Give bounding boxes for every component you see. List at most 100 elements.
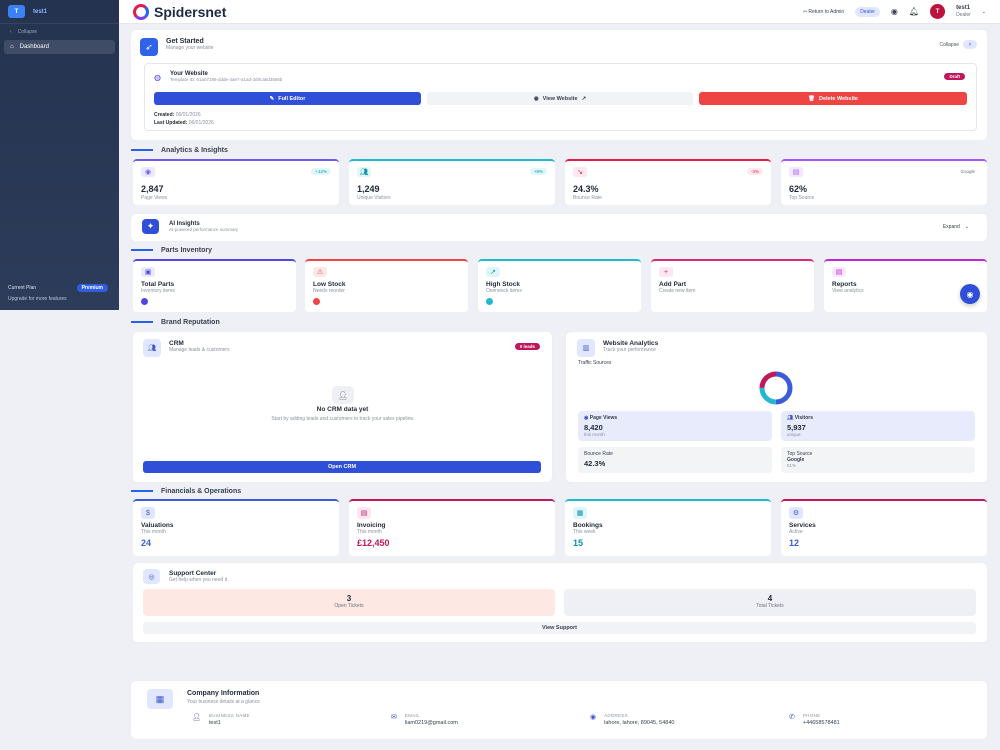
bar-chart-icon: ▥ [577, 339, 595, 357]
plan-badge[interactable]: Premium [76, 284, 108, 292]
status-badge: Draft [944, 73, 965, 80]
stat-card-unique-visitors[interactable]: 👥︎ +8% 1,249 Unique Visitors [349, 159, 555, 205]
visitors-value: 5,937 [787, 423, 806, 432]
fin-card-services[interactable]: ⚙ Services Active 12 [781, 499, 987, 556]
get-started-title: Get Started [166, 38, 204, 45]
part-card-add-part[interactable]: + Add Part Create new item [651, 259, 814, 312]
open-crm-button[interactable]: Open CRM [143, 461, 541, 473]
open-tickets-label: Open Tickets [334, 603, 364, 609]
support-icon: ◎ [143, 569, 160, 584]
leads-badge: 0 leads [514, 343, 540, 350]
user-menu[interactable]: test1 Dealer [956, 5, 971, 18]
floating-chat-button[interactable]: ◉ [960, 284, 980, 304]
ai-insights-title: AI Insights [169, 221, 200, 227]
fin-card-valuations[interactable]: $ Valuations This month 24 [133, 499, 339, 556]
stat-value: 62% [789, 184, 808, 194]
visitors-box[interactable]: 👥︎ Visitors 5,937 unique [781, 411, 975, 441]
sidebar-item-dashboard[interactable]: ⌂ Dashboard [4, 40, 115, 54]
total-tickets-value: 4 [767, 594, 773, 603]
calendar-icon: ▦ [573, 507, 587, 519]
avatar[interactable]: T [930, 4, 946, 19]
company-info-card: ▦ Company Information Your business deta… [131, 681, 987, 739]
website-title: Your Website [170, 71, 208, 77]
status-dot [486, 298, 493, 305]
fin-name: Invoicing [357, 522, 386, 529]
part-card-low-stock[interactable]: ⚠ Low Stock Needs reorder [305, 259, 468, 312]
plan-label: Current Plan [8, 285, 37, 291]
collapse-button[interactable]: Collapse ˄ [940, 40, 977, 49]
sidebar-collapse[interactable]: ‹ Collapse [10, 29, 38, 35]
open-tickets-box[interactable]: 3 Open Tickets [143, 589, 555, 616]
invoice-icon: ▤ [357, 507, 371, 519]
dollar-icon: $ [141, 507, 155, 519]
fin-value: £12,450 [357, 538, 390, 548]
report-icon: ▤ [832, 267, 846, 277]
plus-icon: + [659, 267, 673, 277]
delete-website-button[interactable]: 🗑︎ Delete Website [699, 92, 967, 105]
company-email: ✉ EMAIL liam0219@gmail.com [391, 713, 458, 726]
sparkle-icon: ✦ [142, 219, 159, 234]
sidebar-item-label: Dashboard [19, 44, 49, 50]
gear-icon: ⚙ [789, 507, 803, 519]
fin-name: Services [789, 522, 816, 529]
part-name: High Stock [486, 281, 520, 288]
page-views-box[interactable]: ◉ Page Views 8,420 this month [578, 411, 772, 441]
building-icon: ▦ [147, 689, 173, 709]
return-to-admin-button[interactable]: ⇦ Return to Admin [802, 8, 845, 15]
home-icon: ⌂ [10, 44, 14, 50]
total-tickets-box[interactable]: 4 Total Tickets [564, 589, 976, 616]
chevron-down-icon[interactable]: ⌄ [981, 8, 986, 15]
ai-insights-card[interactable]: ✦ AI Insights AI-powered performance sum… [131, 214, 987, 241]
fin-card-invoicing[interactable]: ▤ Invoicing This month £12,450 [349, 499, 555, 556]
sidebar: T test1 ‹ Collapse ⌂ Dashboard Current P… [0, 0, 119, 310]
top-source-value: Google [787, 457, 805, 463]
ai-insights-subtitle: AI-powered performance summary [169, 227, 239, 232]
upgrade-text[interactable]: Upgrade for more features [8, 296, 67, 302]
view-website-button[interactable]: ◉ View Website ↗ [427, 92, 693, 105]
stat-card-page-views[interactable]: ◉ +12% 2,847 Page Views [133, 159, 339, 205]
globe-icon: ◍ [154, 73, 161, 82]
status-dot [313, 298, 320, 305]
eye-icon[interactable]: ◉ [890, 7, 898, 16]
part-card-total-parts[interactable]: ▣ Total Parts Inventory items [133, 259, 296, 312]
user-plus-icon: 👤︎ [332, 386, 354, 404]
fin-card-bookings[interactable]: ▦ Bookings This week 15 [565, 499, 771, 556]
trash-icon: 🗑︎ [807, 95, 815, 102]
company-subtitle: Your business details at a glance [187, 699, 260, 705]
support-card: ◎ Support Center Get help when you need … [133, 563, 987, 642]
bounce-rate-box[interactable]: Bounce Rate 42.3% [578, 447, 772, 473]
rocket-icon: ➶ [140, 38, 158, 56]
mail-icon: ✉ [391, 714, 397, 721]
total-tickets-label: Total Tickets [756, 603, 784, 609]
support-subtitle: Get help when you need it [169, 577, 228, 583]
stat-label: Bounce Rate [573, 195, 602, 201]
top-source-box[interactable]: Top Source Google 51% [781, 447, 975, 473]
part-sub: Needs reorder [313, 288, 345, 294]
full-editor-button[interactable]: ✎ Full Editor [154, 92, 421, 105]
eye-icon: ◉ [533, 95, 539, 102]
crm-subtitle: Manage leads & customers [169, 347, 230, 353]
view-support-button[interactable]: View Support [143, 622, 976, 634]
part-sub: Overstock items [486, 288, 522, 294]
section-parts: Parts Inventory [131, 245, 212, 255]
warning-icon: ⚠ [313, 267, 327, 277]
part-sub: Create new item [659, 288, 696, 294]
users-icon: 👥︎ [787, 415, 795, 421]
expand-button[interactable]: Expand ⌄ [942, 224, 969, 230]
website-panel: ◍ Your Website Template ID: 61a07186-ddd… [144, 63, 977, 131]
part-name: Reports [832, 281, 857, 288]
part-card-reports[interactable]: ▤ Reports View analytics [824, 259, 987, 312]
stat-card-bounce-rate[interactable]: ↘ -3% 24.3% Bounce Rate [565, 159, 771, 205]
part-card-high-stock[interactable]: ↗ High Stock Overstock items [478, 259, 641, 312]
chat-icon: ◉ [966, 289, 974, 299]
part-name: Add Part [659, 281, 687, 288]
stat-card-top-source[interactable]: ▤ Google 62% Top Source [781, 159, 987, 205]
web-analytics-subtitle: Track your performance [603, 347, 656, 353]
stat-badge: +12% [311, 168, 331, 175]
crm-empty-title: No CRM data yet [316, 406, 369, 413]
location-icon: ◉ [590, 714, 597, 721]
bell-icon[interactable]: 🔔︎ [908, 7, 920, 16]
web-analytics-title: Website Analytics [603, 340, 659, 347]
get-started-subtitle: Manage your website [166, 45, 214, 51]
brand[interactable]: Spidersnet [133, 3, 226, 20]
